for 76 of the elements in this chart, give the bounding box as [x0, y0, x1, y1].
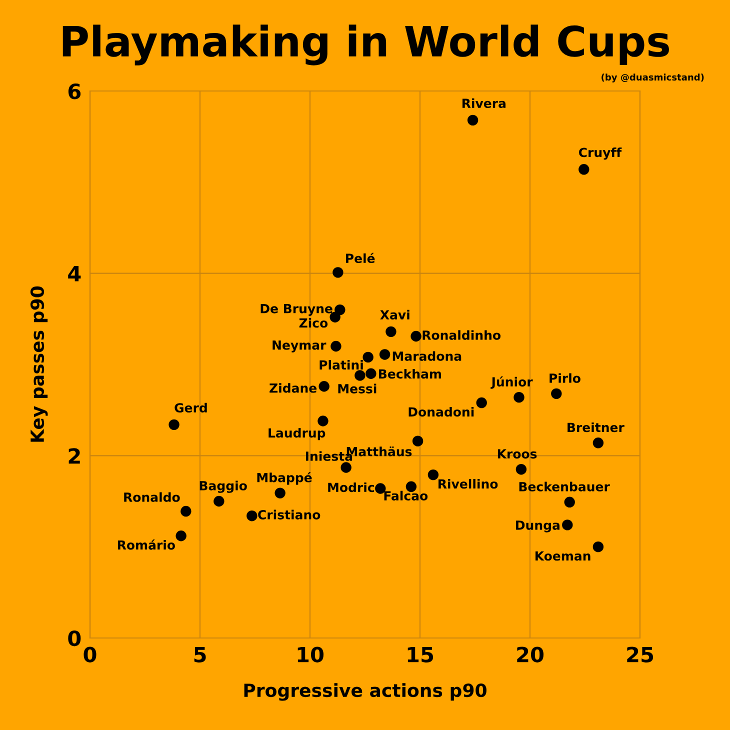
point — [410, 330, 422, 342]
x-tick-label: 20 — [517, 646, 544, 662]
x-tick-label: 10 — [298, 646, 324, 662]
annotation: Cruyff — [578, 147, 622, 160]
annotation: Gerd — [174, 402, 207, 413]
point — [516, 464, 527, 475]
x-axis-title: Progressive actions p90 — [244, 683, 486, 701]
annotation: Beckham — [379, 368, 441, 379]
point — [592, 541, 604, 552]
x-tick-label: 0 — [84, 646, 96, 662]
point — [362, 352, 374, 363]
point — [168, 419, 180, 430]
annotation: Pirlo — [550, 373, 580, 383]
point — [332, 267, 344, 278]
point — [514, 392, 524, 403]
point — [562, 520, 573, 530]
point — [176, 530, 186, 542]
annotation: Xavi — [380, 310, 410, 320]
point — [366, 368, 376, 379]
chart-title: Playmaking in World Cups — [62, 24, 669, 66]
annotation: Dunga — [516, 520, 560, 532]
point — [318, 416, 328, 426]
point — [592, 438, 604, 448]
point — [412, 436, 424, 446]
annotation: Maradona — [392, 351, 462, 361]
annotation: Kroos — [498, 449, 537, 459]
point — [180, 506, 192, 517]
annotation: Modric — [328, 482, 374, 492]
annotation: Donadoni — [408, 406, 474, 417]
y-tick-label: 4 — [68, 266, 81, 282]
annotation: Falcao — [384, 490, 428, 501]
y-tick-label: 2 — [68, 448, 80, 464]
annotation: Mbappé — [257, 472, 312, 485]
text: (by @duasmicstand) — [602, 74, 704, 82]
annotation: Rivera — [462, 98, 506, 108]
annotation: Koeman — [536, 551, 590, 561]
annotation: Júnior — [490, 376, 533, 389]
point — [379, 349, 390, 360]
annotation: Messi — [338, 384, 376, 394]
point — [564, 496, 575, 508]
y-tick-label: 6 — [68, 83, 81, 100]
point — [375, 483, 386, 494]
annotation: Beckenbauer — [519, 482, 610, 492]
point — [578, 164, 590, 175]
annotation: De Bruyne — [260, 304, 332, 316]
annotation: Cristiano — [258, 510, 320, 520]
annotation: Platini — [320, 360, 363, 370]
x-tick-label: 15 — [408, 646, 434, 662]
annotation: Laudrup — [268, 428, 326, 440]
point — [467, 114, 478, 126]
point — [354, 370, 366, 381]
point — [318, 381, 330, 392]
y-axis-title: Key passes p90 — [30, 286, 48, 442]
point — [274, 488, 286, 498]
annotation: Ronaldo — [124, 492, 180, 502]
point — [386, 326, 396, 338]
annotation: Baggio — [200, 480, 247, 493]
annotation: Ronaldinho — [422, 330, 501, 340]
point — [551, 388, 562, 400]
point — [246, 510, 258, 522]
annotation: Zico — [299, 318, 328, 328]
annotation: Zidane — [270, 383, 317, 393]
point — [476, 397, 487, 408]
point — [340, 462, 352, 473]
point — [214, 496, 224, 507]
point — [334, 304, 346, 316]
point — [428, 469, 439, 480]
annotation: Rivellino — [438, 478, 498, 489]
y-tick-label: 0 — [68, 630, 81, 646]
x-tick-label: 5 — [194, 646, 206, 662]
annotation: Neymar — [272, 340, 326, 352]
x-tick-label: 25 — [627, 646, 654, 662]
annotation: Breitner — [568, 422, 624, 432]
annotation: Romário — [118, 540, 175, 550]
point — [330, 340, 342, 352]
annotation: Pelé — [346, 252, 375, 264]
